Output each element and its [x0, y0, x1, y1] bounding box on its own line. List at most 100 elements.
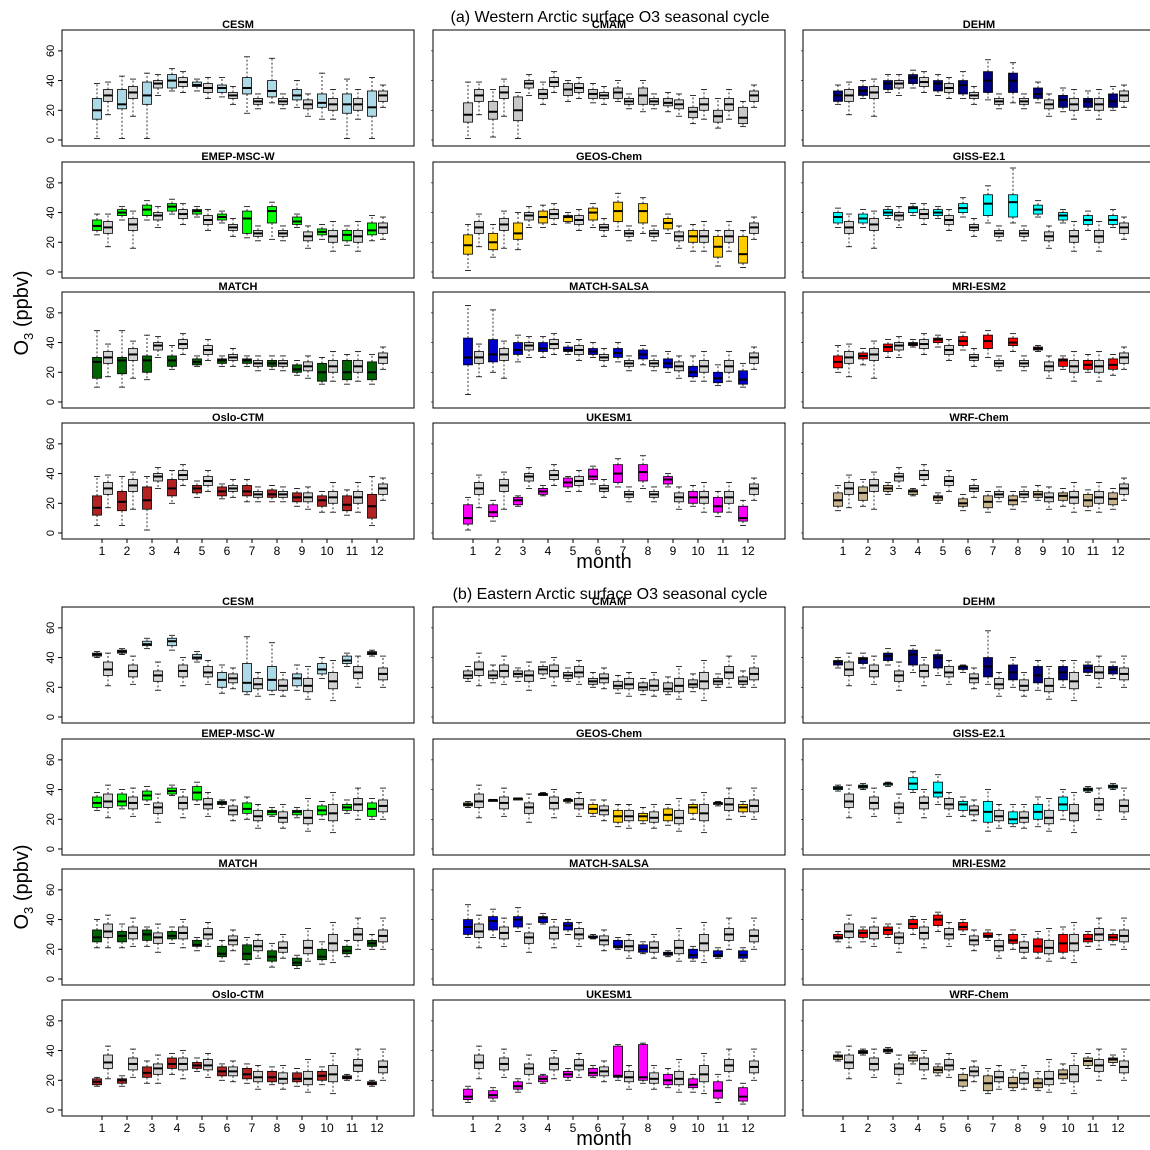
model-box-m1-box — [92, 495, 102, 516]
model-box-m4 — [908, 203, 918, 216]
model-box-m6 — [958, 71, 968, 99]
xtick-label: 8 — [645, 1121, 652, 1135]
ytick-label: 20 — [45, 681, 57, 693]
panel-a-emep-msc-w: EMEP-MSC-W 0 20 40 60 — [45, 151, 415, 279]
obs-box-m6 — [969, 86, 979, 105]
model-box-m3-box — [883, 80, 893, 90]
xtick-label: 1 — [470, 544, 477, 558]
obs-box-m8 — [278, 672, 288, 697]
model-box-m10 — [317, 657, 327, 679]
xtick-label: 8 — [1015, 1121, 1022, 1135]
obs-box-m1 — [474, 213, 484, 248]
obs-box-m2 — [128, 1048, 138, 1078]
obs-box-m4 — [178, 657, 188, 687]
model-box-m5 — [563, 667, 573, 682]
panel-a-mri-esm2: MRI-ESM2 — [801, 281, 1150, 409]
model-box-m8 — [638, 941, 648, 955]
model-box-m12 — [367, 649, 377, 657]
obs-box-m3 — [894, 661, 904, 691]
obs-box-m10 — [1069, 922, 1079, 964]
model-box-m2 — [488, 499, 498, 522]
obs-box-m6 — [599, 348, 609, 367]
model-box-m5 — [933, 774, 943, 805]
model-box-m10 — [688, 95, 698, 125]
model-box-m5 — [192, 937, 202, 952]
model-box-m12 — [367, 798, 377, 820]
obs-box-m9 — [674, 225, 684, 249]
obs-box-m6 — [599, 667, 609, 690]
panel-frame — [432, 29, 786, 147]
model-box-m4 — [908, 771, 918, 793]
obs-box-m3 — [524, 206, 534, 228]
model-box-m7 — [242, 479, 252, 503]
panel-title: MATCH-SALSA — [569, 858, 649, 870]
xtick-label: 7 — [990, 544, 997, 558]
obs-box-m5 — [574, 792, 584, 817]
obs-box-m12 — [1119, 655, 1129, 688]
model-box-m5 — [563, 1068, 573, 1081]
model-box-m6 — [217, 210, 227, 224]
ytick-label: 60 — [45, 884, 57, 896]
obs-box-m10 — [1069, 1053, 1079, 1095]
model-box-m11 — [342, 652, 352, 667]
xtick-label: 12 — [741, 544, 755, 558]
model-box-m12 — [1108, 209, 1118, 228]
obs-box-m3 — [524, 661, 534, 691]
obs-box-m7 — [994, 93, 1004, 110]
obs-box-m5 — [944, 792, 954, 817]
model-box-m2-box — [117, 89, 127, 110]
model-box-m3-box — [513, 222, 523, 240]
panel-b-geos-chem: GEOS-Chem — [431, 728, 786, 856]
model-box-m7-box — [983, 194, 993, 216]
panel-a-cmam: CMAM — [431, 19, 786, 147]
obs-box-m6 — [228, 479, 238, 498]
obs-box-m10 — [328, 660, 338, 702]
model-box-m7 — [613, 80, 623, 102]
ytick-label: 0 — [45, 269, 57, 275]
obs-box-m10 — [699, 351, 709, 382]
model-box-m10 — [1058, 355, 1068, 370]
model-box-m12 — [738, 801, 748, 817]
obs-box-m6 — [969, 799, 979, 822]
model-box-m5 — [192, 355, 202, 367]
model-box-m9 — [1033, 200, 1043, 218]
obs-box-m11 — [1094, 917, 1104, 950]
model-box-m5 — [933, 1063, 943, 1077]
obs-box-m12 — [1119, 477, 1129, 501]
obs-box-m11 — [1094, 655, 1104, 688]
model-box-m12 — [738, 229, 748, 268]
panel-frame — [432, 291, 786, 409]
model-box-m3 — [142, 200, 152, 221]
model-box-m9 — [663, 351, 673, 373]
obs-box-m1 — [103, 81, 113, 116]
model-box-m10-box — [317, 948, 327, 961]
model-box-m6 — [217, 939, 227, 962]
model-box-m5 — [933, 74, 943, 96]
model-box-m5-box — [933, 80, 943, 92]
obs-box-m2 — [128, 471, 138, 510]
model-box-m6-box — [588, 207, 598, 221]
obs-box-m11 — [724, 482, 734, 513]
model-box-m11 — [1083, 661, 1093, 676]
obs-box-m12 — [1119, 787, 1129, 820]
xtick-label: 5 — [199, 544, 206, 558]
obs-box-m12 — [1119, 84, 1129, 108]
obs-box-m7 — [253, 355, 263, 372]
xtick-label: 7 — [990, 1121, 997, 1135]
model-box-m8 — [267, 642, 277, 696]
obs-box-m12 — [749, 917, 759, 950]
model-box-m12 — [1108, 929, 1118, 946]
ytick-label: 0 — [45, 137, 57, 143]
model-box-m11-box — [342, 359, 352, 381]
xtick-label: 2 — [124, 1121, 131, 1135]
obs-box-m4 — [919, 203, 929, 225]
panel-frame — [61, 606, 415, 724]
xtick-label: 11 — [346, 544, 359, 558]
xtick-label: 10 — [320, 1121, 334, 1135]
obs-box-m1 — [844, 81, 854, 116]
model-box-m4 — [538, 336, 548, 358]
obs-box-m5 — [944, 77, 954, 99]
obs-box-m12 — [378, 917, 388, 950]
